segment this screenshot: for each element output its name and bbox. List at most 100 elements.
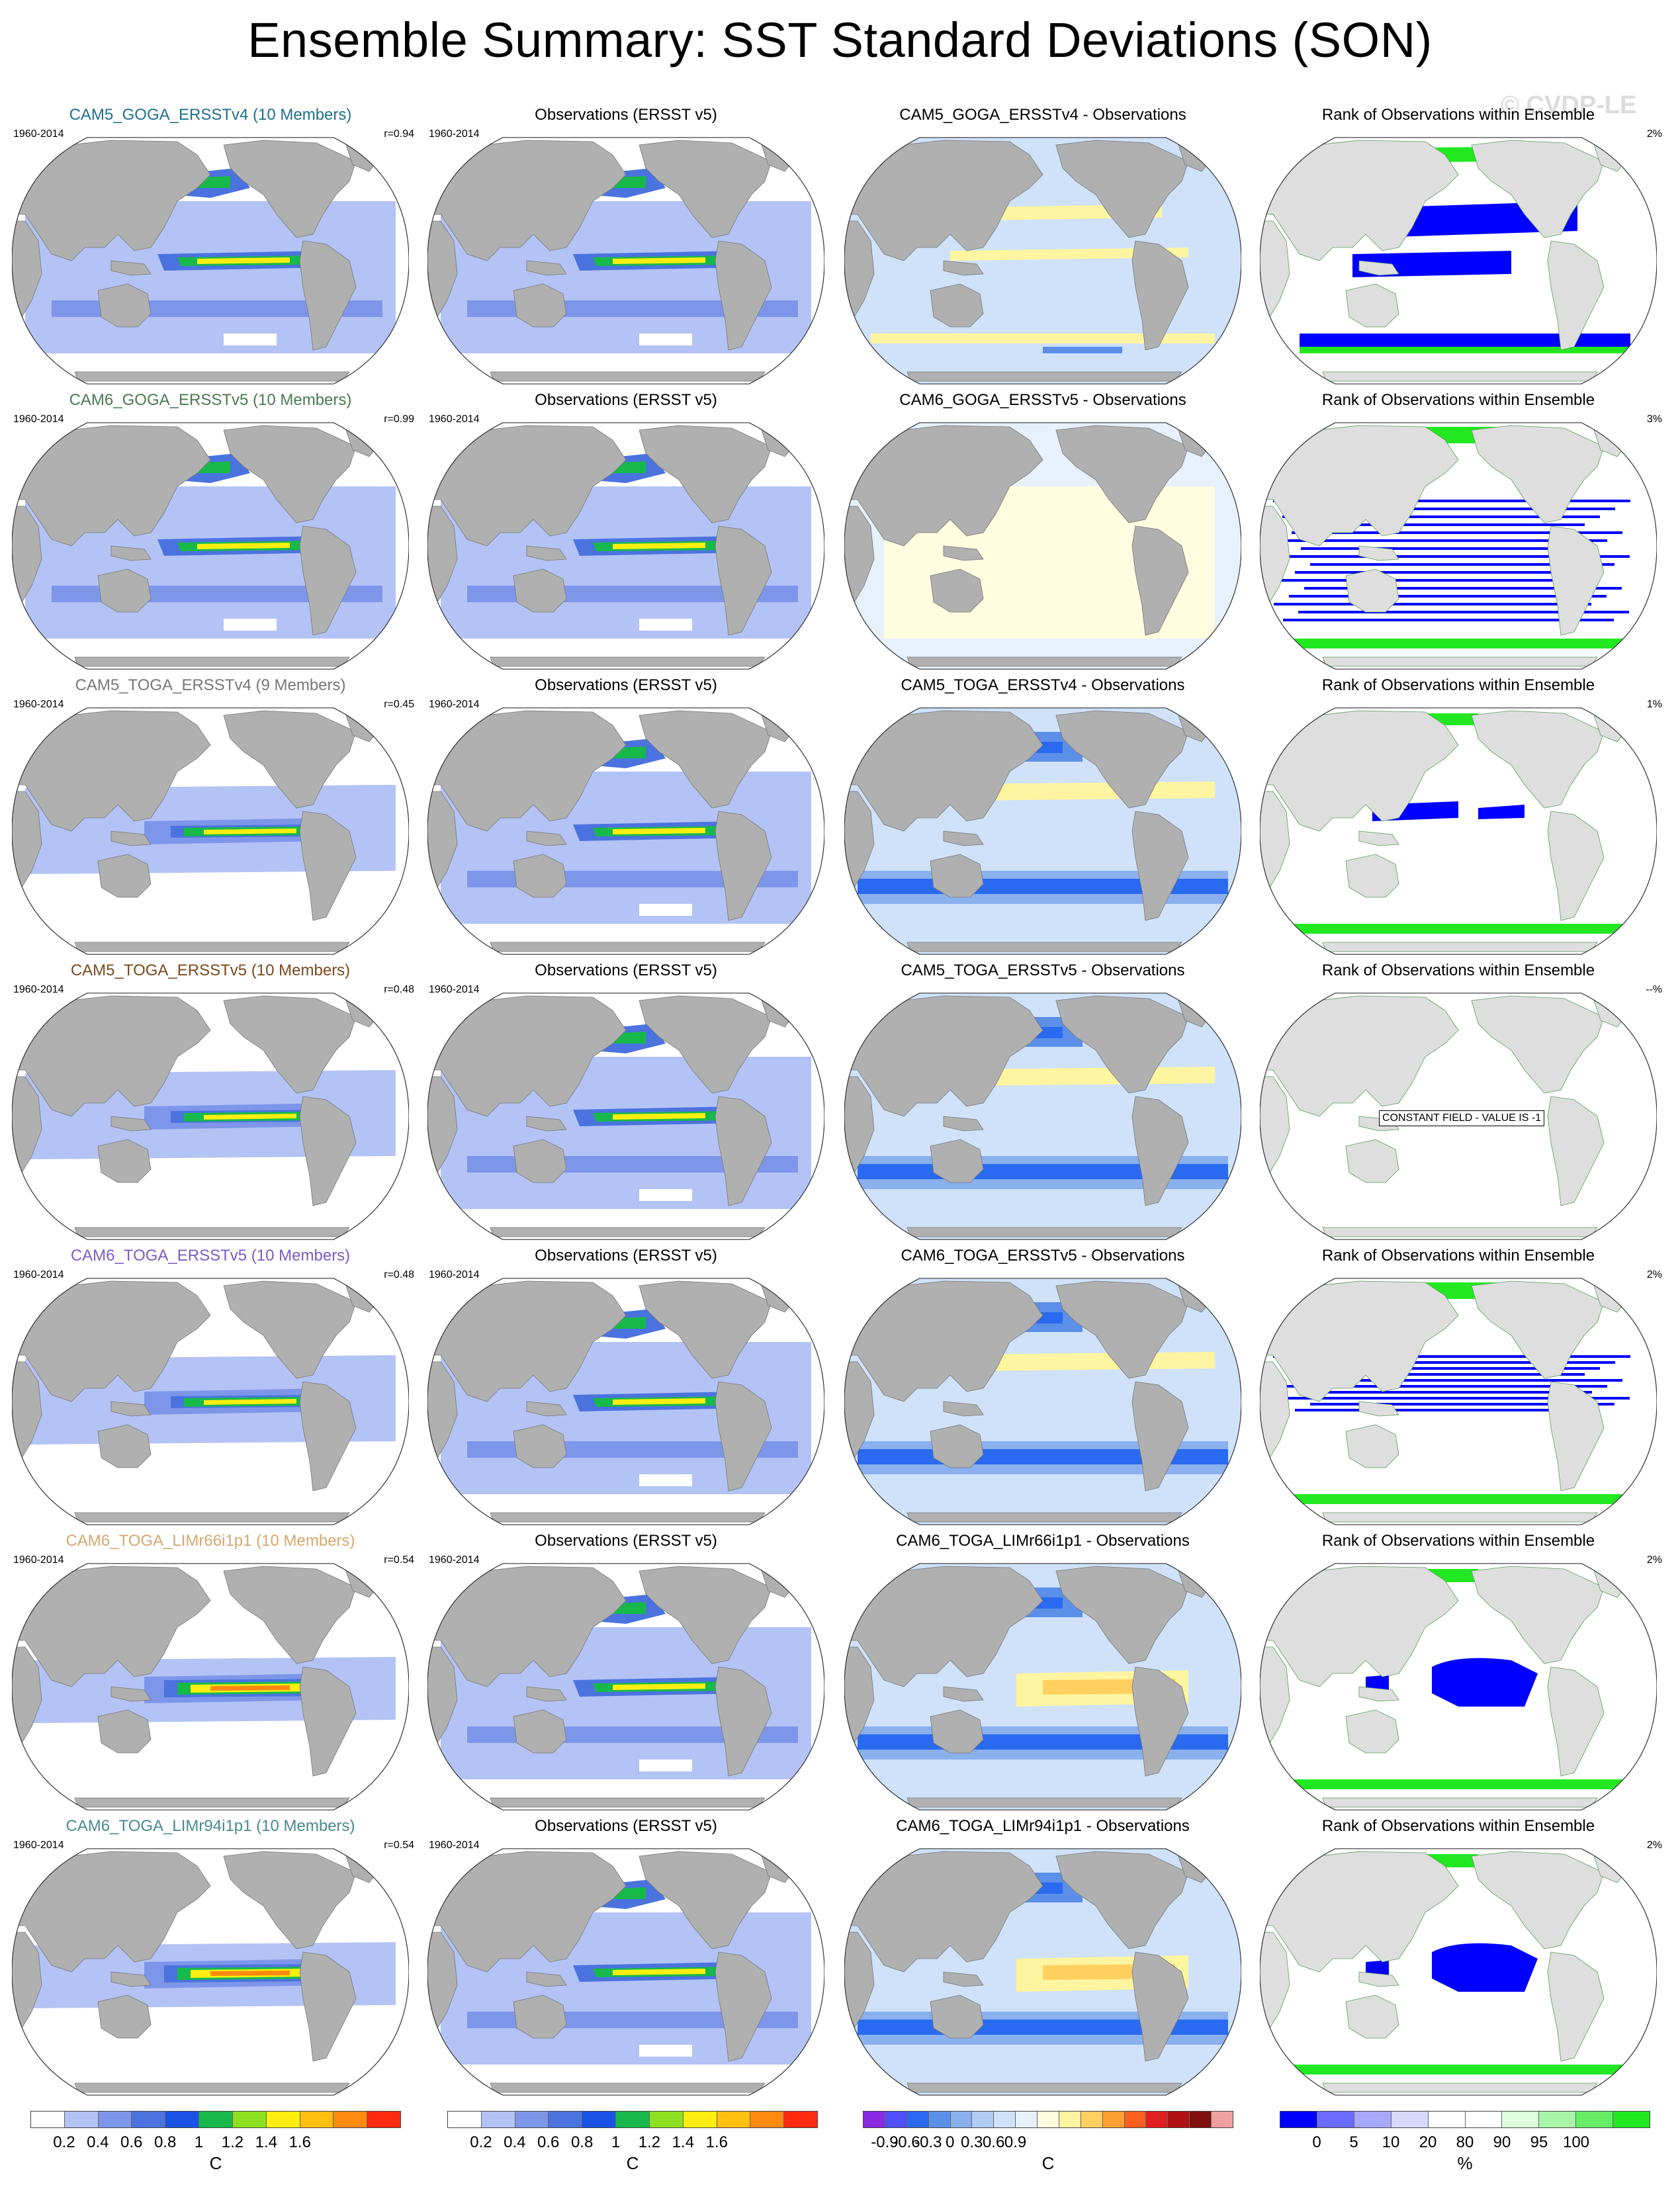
continent-landmass: [97, 283, 152, 328]
colorbar-swatch: [1428, 2112, 1466, 2127]
colorbar-swatch: [1124, 2112, 1147, 2127]
colorbar-swatch: [333, 2112, 368, 2127]
diff-map: [844, 137, 1241, 384]
sd-map: [427, 1278, 824, 1525]
sd-field-contour: [197, 543, 290, 549]
colorbar-swatch: [199, 2112, 233, 2127]
continent-landmass: [223, 1851, 357, 1949]
map-border: [844, 1278, 1241, 1525]
colorbar-swatch: [1576, 2112, 1614, 2127]
panel-title: Rank of Observations within Ensemble: [1321, 106, 1595, 124]
colorbar-swatch: [928, 2112, 951, 2127]
continent-landmass: [1471, 1851, 1605, 1949]
period-label: 1960-2014: [429, 128, 480, 140]
continent-landmass: [97, 1994, 152, 2039]
rank-colorbar: 0 5 10 20 80 90 95 100%: [1280, 2111, 1650, 2177]
continent-landmass: [1131, 1666, 1189, 1777]
sd-field-contour: [224, 334, 277, 345]
continent-landmass: [1260, 425, 1459, 547]
panel-title: CAM6_TOGA_LIMr94i1p1 - Observations: [896, 1817, 1190, 1835]
colorbar-swatch: [863, 2112, 885, 2127]
rank-percent-label: 1%: [1646, 699, 1662, 710]
diff-panel: CAM6_TOGA_LIMr94i1p1 - Observations: [844, 1817, 1241, 2099]
continent-landmass: [111, 545, 152, 561]
sd-map: [12, 707, 409, 955]
continent-landmass: [1345, 568, 1399, 613]
sd-field-contour: [204, 1114, 296, 1120]
diff-map: [844, 1278, 1241, 1525]
colorbar-swatch: [448, 2112, 482, 2127]
continent-landmass: [930, 1424, 984, 1468]
map-border: [12, 707, 409, 955]
continent-landmass: [223, 1566, 357, 1664]
continent-landmass: [74, 1797, 350, 1808]
period-label: 1960-2014: [429, 984, 480, 995]
colorbar-unit: %: [1457, 2153, 1473, 2173]
continent-landmass: [427, 1566, 627, 1687]
sd-field-contour: [204, 1399, 296, 1405]
diff-map: [844, 993, 1241, 1240]
continent-landmass: [97, 1139, 152, 1183]
continent-landmass: [906, 1227, 1182, 1237]
colorbar-swatch: [266, 2112, 300, 2127]
sd-panel: Observations (ERSST v5) 1960-2014: [427, 1247, 824, 1529]
continent-landmass: [1358, 1971, 1399, 1987]
colorbar-swatch: [972, 2112, 995, 2127]
rank-map: [1260, 1278, 1657, 1525]
colorbar-swatch: [1168, 2112, 1190, 2127]
sd-map: [12, 993, 409, 1240]
continent-landmass: [1260, 1280, 1459, 1402]
rank-map: [1260, 137, 1657, 384]
panel-title: Observations (ERSST v5): [535, 391, 717, 409]
continent-landmass: [1471, 1280, 1605, 1379]
panel-title: CAM6_TOGA_LIMr66i1p1 - Observations: [896, 1532, 1190, 1550]
colorbar-tick-label: 100: [1562, 2133, 1590, 2151]
continent-landmass: [74, 1512, 350, 1523]
sd-field-contour: [613, 543, 705, 549]
rank-field-contour: [1432, 1943, 1538, 1992]
panel-title: Observations (ERSST v5): [535, 1247, 717, 1265]
continent-landmass: [943, 1401, 984, 1417]
panel-title: CAM5_GOGA_ERSSTv4 (10 Members): [69, 106, 352, 124]
continent-landmass: [111, 1116, 152, 1132]
colorbar-swatch: [31, 2112, 65, 2127]
continent-landmass: [1055, 1280, 1189, 1379]
panel-title: CAM6_GOGA_ERSSTv5 (10 Members): [69, 391, 352, 409]
sd-field-contour: [613, 828, 705, 834]
colorbar-swatch: [1102, 2112, 1125, 2127]
continent-landmass: [12, 995, 211, 1117]
colorbar-swatches: [30, 2111, 401, 2128]
colorbar-unit: C: [209, 2153, 222, 2173]
colorbar-swatches: [1280, 2111, 1650, 2128]
rank-field-contour: [1283, 619, 1614, 621]
diff-panel: CAM6_TOGA_ERSSTv5 - Observations: [844, 1247, 1241, 1529]
continent-landmass: [299, 525, 357, 636]
continent-landmass: [1358, 545, 1399, 561]
continent-landmass: [1547, 1666, 1605, 1777]
pattern-correlation-label: r=0.45: [384, 699, 414, 710]
continent-landmass: [427, 1851, 627, 1973]
continent-landmass: [223, 425, 357, 523]
continent-landmass: [427, 425, 627, 547]
sd-panel: Observations (ERSST v5) 1960-2014: [427, 1532, 824, 1814]
colorbar-tick-label: 80: [1456, 2133, 1474, 2151]
continent-landmass: [1055, 140, 1189, 238]
colorbar-unit: C: [1041, 2153, 1055, 2173]
continent-landmass: [1345, 1139, 1399, 1183]
diff-map: [844, 1848, 1241, 2096]
diff-field-contour: [950, 247, 1188, 261]
continent-landmass: [639, 425, 772, 523]
panel-title: CAM5_TOGA_ERSSTv5 - Observations: [901, 961, 1185, 979]
continent-landmass: [490, 2082, 766, 2093]
continent-landmass: [223, 710, 357, 809]
sd-map: [12, 137, 409, 384]
panel-title: Rank of Observations within Ensemble: [1321, 676, 1595, 694]
pattern-correlation-label: r=0.48: [384, 1269, 414, 1280]
continent-landmass: [1547, 1951, 1605, 2062]
continent-landmass: [639, 710, 772, 809]
continent-landmass: [943, 260, 984, 276]
continent-landmass: [844, 140, 1043, 261]
constant-field-note: CONSTANT FIELD - VALUE IS -1: [1379, 1110, 1545, 1126]
colorbar-tick-label: 0.3: [961, 2133, 983, 2151]
rank-panel: Rank of Observations within Ensemble 2%: [1260, 1817, 1662, 2099]
